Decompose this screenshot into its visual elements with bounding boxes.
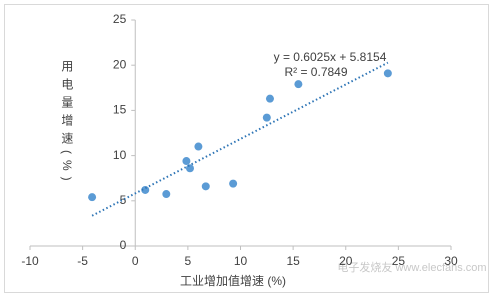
x-axis-label: 工业增加值增速 (%) — [180, 273, 286, 288]
point — [201, 182, 210, 191]
y-tick-label: 10 — [113, 148, 127, 162]
y-tick-label: 0 — [120, 238, 127, 252]
x-tick-label: 25 — [392, 254, 406, 268]
point — [141, 185, 150, 194]
point — [162, 190, 171, 199]
y-tick-label: 20 — [113, 57, 127, 71]
x-tick-label: 5 — [185, 254, 192, 268]
trendline — [91, 61, 389, 217]
x-tick-label: 30 — [444, 254, 458, 268]
y-tick-label: 15 — [113, 103, 127, 117]
trend-equation: y = 0.6025x + 5.8154 — [274, 50, 387, 64]
x-tick-label: 10 — [234, 254, 248, 268]
watermark: 电子发烧友 www.elecfans.com — [337, 260, 486, 274]
point — [88, 193, 97, 202]
point — [383, 69, 392, 78]
point — [229, 179, 238, 188]
point — [194, 142, 203, 151]
y-tick-label: 25 — [113, 12, 127, 26]
point — [185, 164, 194, 173]
point — [265, 94, 274, 103]
x-tick-label: -5 — [77, 254, 88, 268]
chart-frame — [4, 4, 489, 293]
r-squared: R² = 0.7849 — [284, 65, 347, 79]
point — [262, 113, 271, 122]
x-tick-label: 20 — [339, 254, 353, 268]
x-tick-label: 0 — [132, 254, 139, 268]
y-tick-label: 5 — [120, 193, 127, 207]
y-axis-label: 用电量增速(%) — [60, 60, 74, 187]
point — [182, 157, 191, 166]
x-tick-label: 15 — [286, 254, 300, 268]
x-tick-label: -10 — [21, 254, 39, 268]
point — [294, 80, 303, 89]
